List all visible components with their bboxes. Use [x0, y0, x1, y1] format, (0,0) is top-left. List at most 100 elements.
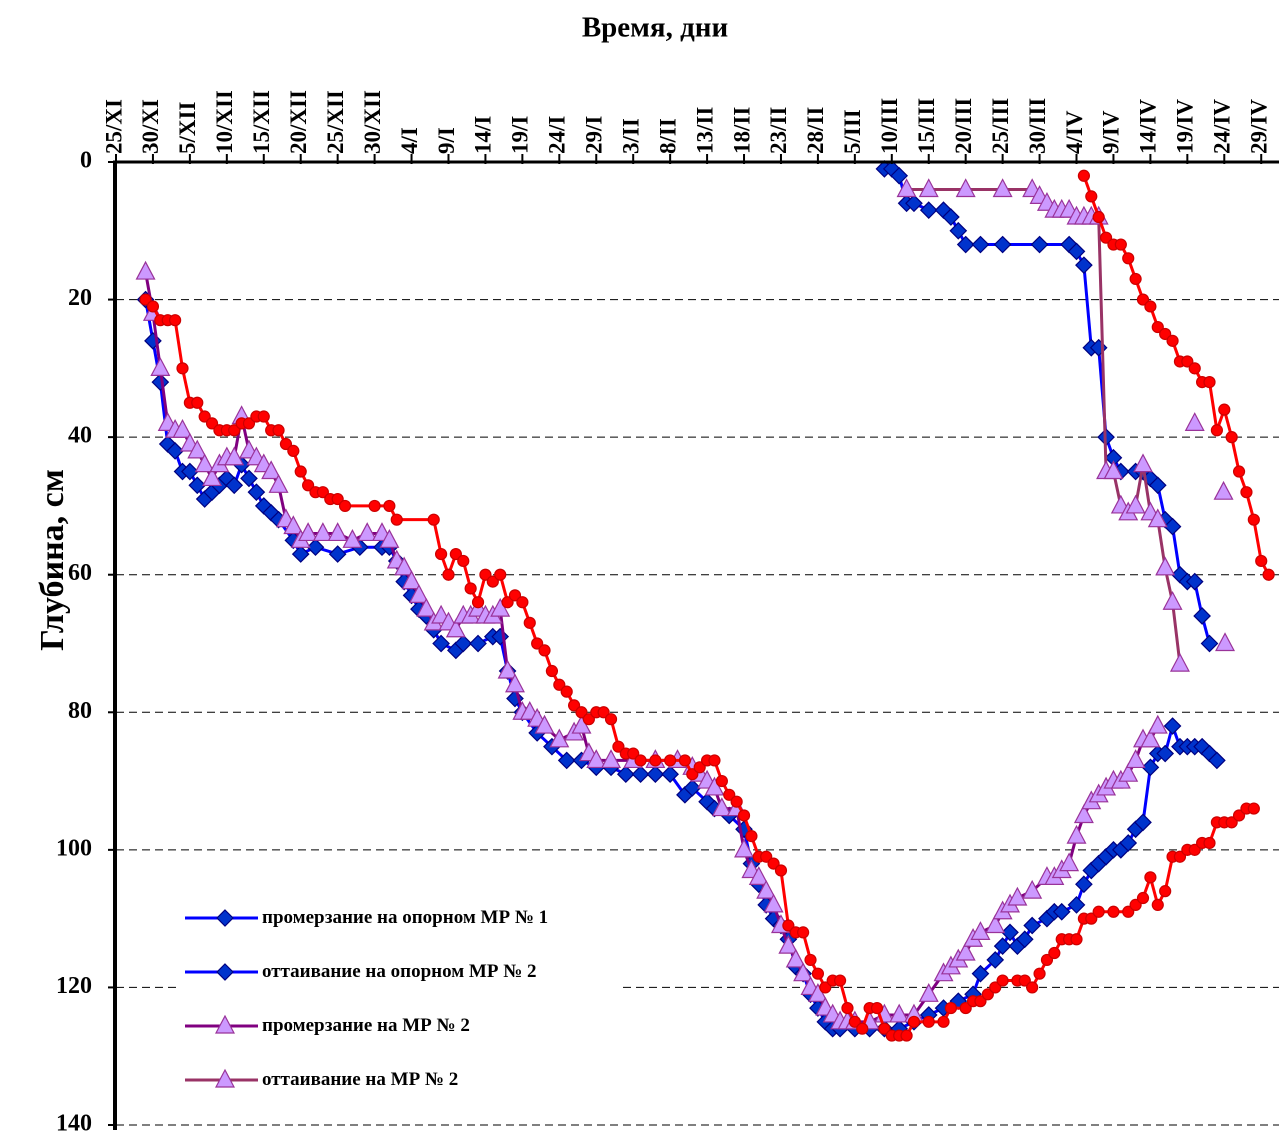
x-tick-label: 24/I [545, 116, 570, 154]
marker [905, 194, 923, 213]
x-tick-label: 13/II [692, 107, 717, 154]
marker [811, 967, 825, 980]
marker [1162, 590, 1183, 610]
y-axis-label: Глубина, см [34, 469, 71, 651]
marker [225, 476, 244, 495]
legend-label: промерзание на опорном МР № 1 [262, 907, 549, 928]
marker [1136, 293, 1150, 306]
x-tick-label: 29/I [582, 116, 607, 154]
marker [1114, 238, 1127, 251]
marker [730, 795, 743, 808]
marker [1240, 486, 1253, 499]
marker [1066, 824, 1087, 844]
marker [560, 685, 573, 698]
marker [693, 761, 706, 774]
marker [1215, 632, 1236, 652]
marker [328, 545, 347, 563]
marker [302, 479, 315, 492]
marker [1210, 424, 1223, 437]
marker [342, 529, 363, 548]
marker [390, 513, 403, 526]
marker [708, 754, 721, 767]
marker [937, 1015, 950, 1028]
marker [188, 476, 207, 495]
marker [989, 981, 1002, 994]
marker [1022, 879, 1043, 899]
y-tick-label: 20 [68, 285, 92, 311]
marker [1159, 327, 1172, 341]
marker [763, 893, 784, 913]
marker [368, 499, 381, 513]
marker [567, 699, 581, 712]
x-tick-label: 10/XII [212, 90, 237, 154]
marker [661, 765, 679, 784]
marker [956, 235, 975, 254]
x-tick-label: 24/IV [1210, 99, 1235, 154]
marker [1125, 749, 1146, 769]
marker [150, 357, 171, 376]
marker [760, 850, 773, 863]
marker [1122, 252, 1135, 265]
marker [454, 634, 473, 653]
marker [427, 513, 440, 526]
marker [464, 582, 477, 595]
marker [807, 983, 828, 1002]
x-tick-label: 19/I [508, 116, 533, 154]
marker [198, 410, 211, 423]
marker [970, 921, 991, 941]
marker [1089, 338, 1108, 357]
marker [442, 568, 455, 581]
marker [734, 838, 755, 858]
marker [919, 201, 938, 219]
marker [224, 446, 245, 466]
marker [1147, 508, 1168, 528]
marker [1193, 607, 1211, 625]
plot-area [135, 160, 1275, 1042]
marker [993, 235, 1012, 254]
marker [534, 714, 555, 734]
marker [247, 483, 266, 502]
marker [1085, 912, 1098, 925]
marker [1232, 465, 1246, 478]
marker [1163, 717, 1182, 735]
x-tick-label: 23/II [766, 107, 791, 154]
marker [471, 596, 485, 609]
x-tick-label: 15/III [914, 98, 939, 154]
marker [678, 754, 692, 767]
marker [944, 1001, 958, 1015]
marker [767, 857, 780, 870]
marker [146, 300, 160, 313]
marker [1048, 946, 1061, 960]
marker [748, 866, 769, 885]
marker [1133, 453, 1154, 473]
marker [1018, 974, 1031, 987]
marker [205, 417, 219, 430]
marker [172, 418, 193, 438]
marker [557, 751, 576, 770]
x-tick-label: 30/XII [360, 90, 385, 154]
marker [331, 492, 344, 506]
marker [257, 410, 270, 423]
legend-label: оттаивание на МР № 2 [262, 1069, 459, 1090]
marker [1213, 480, 1234, 500]
marker [1247, 802, 1260, 815]
marker [1097, 428, 1115, 446]
marker [949, 221, 968, 240]
marker [1151, 320, 1164, 334]
marker [1151, 898, 1164, 911]
marker [575, 706, 588, 719]
marker [401, 570, 422, 590]
marker [1203, 836, 1216, 850]
marker [918, 178, 939, 198]
y-tick-label: 60 [68, 560, 92, 586]
marker [1203, 376, 1216, 389]
marker [1188, 362, 1201, 375]
marker [1075, 875, 1093, 894]
marker [1007, 886, 1028, 906]
marker [287, 444, 300, 457]
marker [215, 1014, 235, 1034]
marker [878, 1022, 891, 1035]
x-tick-label: 18/II [729, 107, 754, 154]
marker [1163, 517, 1182, 536]
